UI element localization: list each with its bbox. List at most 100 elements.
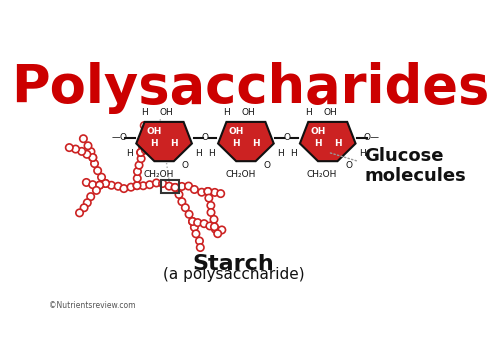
Circle shape xyxy=(96,182,104,189)
Text: O: O xyxy=(202,133,208,142)
Text: H: H xyxy=(232,139,239,148)
Circle shape xyxy=(137,149,144,156)
Circle shape xyxy=(172,184,179,191)
Circle shape xyxy=(186,211,193,218)
Text: Glucose
molecules: Glucose molecules xyxy=(364,147,466,185)
Circle shape xyxy=(200,220,208,227)
Circle shape xyxy=(87,193,94,200)
Text: H: H xyxy=(359,149,366,158)
Text: OH: OH xyxy=(242,108,256,117)
Circle shape xyxy=(80,204,88,211)
Text: O: O xyxy=(284,133,290,142)
Circle shape xyxy=(84,199,91,207)
Circle shape xyxy=(140,136,148,143)
Text: O: O xyxy=(264,161,270,170)
Text: H: H xyxy=(305,108,312,117)
Text: O: O xyxy=(182,161,188,170)
Circle shape xyxy=(166,183,173,190)
Circle shape xyxy=(140,182,147,189)
Circle shape xyxy=(76,209,83,216)
Circle shape xyxy=(92,187,100,194)
Circle shape xyxy=(214,230,222,237)
Circle shape xyxy=(89,181,96,188)
Circle shape xyxy=(82,179,90,186)
Text: H: H xyxy=(290,149,296,158)
Circle shape xyxy=(189,218,196,225)
Text: H: H xyxy=(223,108,230,117)
Circle shape xyxy=(78,148,86,155)
Circle shape xyxy=(182,204,189,211)
Circle shape xyxy=(134,182,140,189)
Circle shape xyxy=(102,180,110,187)
Circle shape xyxy=(96,182,104,189)
Text: H: H xyxy=(277,149,284,158)
Circle shape xyxy=(176,191,182,198)
Circle shape xyxy=(66,144,73,151)
Circle shape xyxy=(204,188,212,195)
Circle shape xyxy=(89,154,96,161)
Circle shape xyxy=(156,137,164,145)
Circle shape xyxy=(196,244,204,251)
Circle shape xyxy=(83,150,90,158)
Circle shape xyxy=(80,135,87,142)
Circle shape xyxy=(190,224,198,231)
Text: OH: OH xyxy=(160,108,173,117)
Circle shape xyxy=(108,182,115,189)
Circle shape xyxy=(114,183,122,190)
Circle shape xyxy=(102,180,110,187)
Circle shape xyxy=(152,142,160,149)
Circle shape xyxy=(84,142,91,149)
Text: H: H xyxy=(170,139,178,148)
Circle shape xyxy=(88,148,94,155)
Circle shape xyxy=(120,185,128,192)
Text: H: H xyxy=(150,139,158,148)
Text: Starch: Starch xyxy=(193,254,274,274)
Circle shape xyxy=(185,182,192,190)
Circle shape xyxy=(190,186,198,193)
Text: O: O xyxy=(346,161,352,170)
Circle shape xyxy=(192,230,200,237)
Text: OH: OH xyxy=(310,127,326,136)
Circle shape xyxy=(94,167,102,174)
Circle shape xyxy=(134,168,141,175)
Text: H: H xyxy=(126,149,133,158)
Circle shape xyxy=(178,198,186,205)
Circle shape xyxy=(136,161,142,169)
Circle shape xyxy=(138,142,146,150)
Circle shape xyxy=(172,184,179,191)
Text: H: H xyxy=(252,139,260,148)
Text: OH: OH xyxy=(228,127,244,136)
Circle shape xyxy=(142,146,149,154)
Circle shape xyxy=(137,149,144,156)
Circle shape xyxy=(211,223,218,231)
Circle shape xyxy=(194,219,202,226)
Text: H: H xyxy=(141,108,148,117)
Polygon shape xyxy=(300,122,356,161)
Circle shape xyxy=(146,181,154,188)
Text: CH₂OH: CH₂OH xyxy=(144,170,174,180)
Circle shape xyxy=(217,190,224,197)
Text: OH: OH xyxy=(146,127,162,136)
Text: O—: O— xyxy=(364,133,380,142)
Text: H: H xyxy=(208,149,215,158)
Circle shape xyxy=(147,143,154,150)
Circle shape xyxy=(72,145,80,153)
Circle shape xyxy=(159,180,166,187)
Text: H: H xyxy=(314,139,322,148)
Circle shape xyxy=(98,173,105,181)
Text: H: H xyxy=(334,139,342,148)
Text: H: H xyxy=(195,149,202,158)
Circle shape xyxy=(208,209,214,216)
Circle shape xyxy=(204,188,212,195)
Circle shape xyxy=(198,188,205,196)
Circle shape xyxy=(211,189,218,196)
Polygon shape xyxy=(218,122,274,161)
Circle shape xyxy=(91,160,98,167)
Circle shape xyxy=(205,194,212,202)
Circle shape xyxy=(128,184,134,191)
Circle shape xyxy=(218,226,226,234)
Text: OH: OH xyxy=(324,108,338,117)
Circle shape xyxy=(212,225,219,233)
Bar xyxy=(161,180,179,193)
Circle shape xyxy=(142,129,148,136)
